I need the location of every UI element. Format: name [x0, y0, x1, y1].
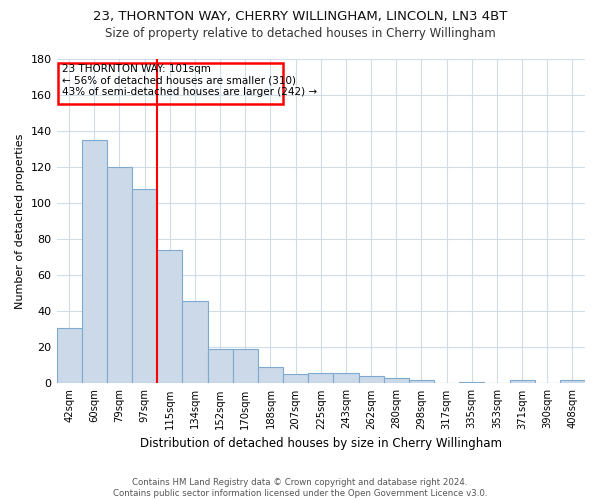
Bar [208, 349, 233, 384]
X-axis label: Distribution of detached houses by size in Cherry Willingham: Distribution of detached houses by size … [140, 437, 502, 450]
Bar [132, 189, 157, 384]
Text: 23 THORNTON WAY: 101sqm
← 56% of detached houses are smaller (310)
43% of semi-d: 23 THORNTON WAY: 101sqm ← 56% of detache… [62, 64, 317, 96]
Bar [258, 367, 283, 384]
Bar [233, 349, 258, 384]
Text: Contains HM Land Registry data © Crown copyright and database right 2024.
Contai: Contains HM Land Registry data © Crown c… [113, 478, 487, 498]
Text: Size of property relative to detached houses in Cherry Willingham: Size of property relative to detached ho… [104, 28, 496, 40]
Bar [308, 372, 334, 384]
Bar [182, 300, 208, 384]
Bar [509, 380, 535, 384]
Y-axis label: Number of detached properties: Number of detached properties [15, 134, 25, 309]
Bar [107, 167, 132, 384]
Bar [383, 378, 409, 384]
Bar [359, 376, 383, 384]
Bar [459, 382, 484, 384]
Bar [56, 328, 82, 384]
Bar [560, 380, 585, 384]
Text: 23, THORNTON WAY, CHERRY WILLINGHAM, LINCOLN, LN3 4BT: 23, THORNTON WAY, CHERRY WILLINGHAM, LIN… [93, 10, 507, 23]
Bar [157, 250, 182, 384]
Bar [409, 380, 434, 384]
Bar [82, 140, 107, 384]
Bar [283, 374, 308, 384]
Bar [334, 372, 359, 384]
